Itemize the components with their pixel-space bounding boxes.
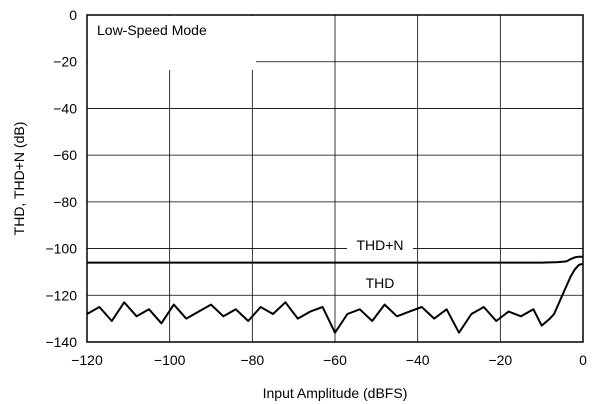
x-tick-label: −100: [154, 352, 186, 368]
x-tick-label: −20: [488, 352, 512, 368]
y-axis-title: THD, THD+N (dB): [11, 122, 27, 236]
y-tick-label: −60: [53, 147, 77, 163]
y-tick-label: −120: [45, 287, 77, 303]
x-tick-label: −120: [71, 352, 103, 368]
y-tick-label: −40: [53, 100, 77, 116]
y-tick-label: −100: [45, 241, 77, 257]
y-tick-label: −20: [53, 54, 77, 70]
plot-frame: [86, 14, 584, 343]
thd-series-label: THD: [366, 275, 395, 291]
x-tick-label: −40: [406, 352, 430, 368]
tick-labels: −120 −100 −80 −60 −40 −20 0 0 −20 −40 −60 −80 −100 −1…: [45, 7, 587, 368]
x-tick-label: −60: [323, 352, 347, 368]
x-tick-label: −80: [240, 352, 264, 368]
mode-label: Low-Speed Mode: [97, 22, 207, 38]
series-layer: [86, 255, 584, 334]
y-tick-label: −140: [45, 334, 77, 350]
x-tick-label: 0: [579, 352, 587, 368]
thd-label-background: [357, 272, 403, 290]
mode-label-background: [88, 16, 256, 70]
series-line-thd: [86, 262, 584, 334]
y-tick-label: −80: [53, 194, 77, 210]
x-axis-title: Input Amplitude (dBFS): [263, 385, 408, 401]
series-line-thd-n: [87, 255, 583, 264]
thd-n-label-background: [347, 235, 413, 253]
thd-n-series-label: THD+N: [356, 237, 403, 253]
y-tick-label: 0: [69, 7, 77, 23]
